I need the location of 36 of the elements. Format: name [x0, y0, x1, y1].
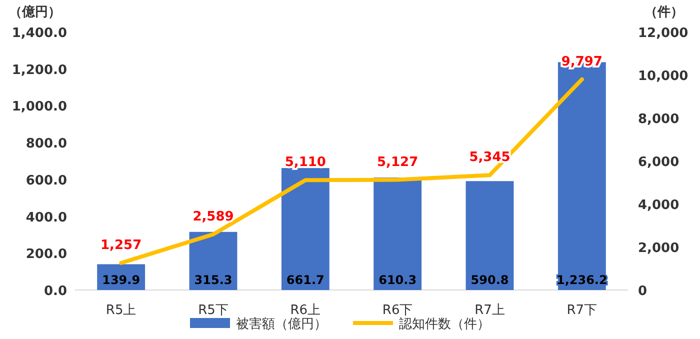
- x-tick-label: R6上: [290, 303, 321, 318]
- x-tick-label: R7上: [474, 303, 505, 318]
- data-label: 5,127: [377, 154, 418, 170]
- data-label: 9,797: [561, 54, 602, 70]
- y2-tick-label: 2,000: [638, 241, 680, 256]
- data-label: 1,257: [100, 238, 142, 253]
- legend-label: 認知件数（件）: [399, 317, 490, 332]
- y2-tick-label: 0: [638, 284, 648, 299]
- y-tick-label: 800.0: [26, 136, 67, 152]
- data-label: 5,110: [284, 155, 326, 170]
- y-tick-label: 1,200.0: [12, 62, 67, 78]
- data-label: 661.7: [286, 273, 324, 287]
- y2-tick-label: 4,000: [638, 198, 680, 213]
- y2-axis-title: （件）: [644, 5, 684, 20]
- x-tick-label: R6下: [382, 303, 413, 318]
- y-tick-label: 1,400.0: [12, 26, 67, 41]
- y-tick-label: 600.0: [26, 173, 67, 188]
- legend-label: 被害額（億円）: [236, 316, 327, 332]
- y2-tick-label: 8,000: [638, 112, 680, 127]
- y-tick-label: 1,000.0: [12, 100, 67, 115]
- x-tick-label: R5下: [198, 303, 228, 318]
- data-label: 139.9: [102, 273, 140, 287]
- y-tick-label: 200.0: [26, 247, 67, 262]
- data-label: 315.3: [194, 273, 232, 287]
- y2-tick-label: 12,000: [638, 26, 688, 41]
- data-label: 610.3: [378, 273, 417, 287]
- y-axis-title: （億円）: [9, 4, 61, 20]
- x-tick-label: R5上: [106, 303, 136, 318]
- data-label: 2,589: [192, 209, 234, 224]
- x-tick-label: R7下: [566, 303, 598, 318]
- bar: [466, 181, 514, 290]
- y2-tick-label: 6,000: [638, 155, 680, 170]
- data-label: 590.8: [470, 273, 509, 287]
- y-tick-label: 0.0: [44, 284, 67, 299]
- y-tick-label: 400.0: [26, 210, 67, 226]
- y2-tick-label: 10,000: [638, 69, 688, 84]
